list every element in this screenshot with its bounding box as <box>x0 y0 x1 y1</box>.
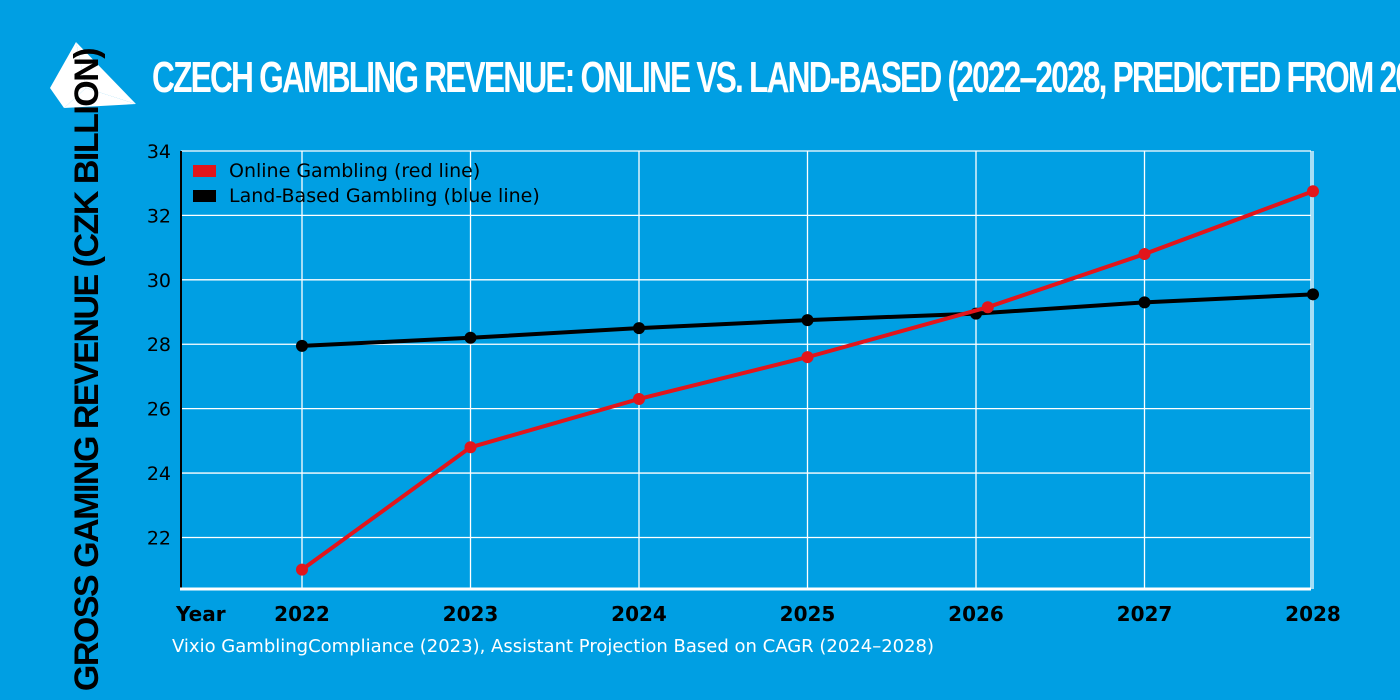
online-data-point <box>801 351 814 364</box>
y-axis-ticks: 22 24 26 28 30 32 34 <box>147 141 171 549</box>
source-note: Vixio GamblingCompliance (2023), Assista… <box>172 636 935 657</box>
online-data-point <box>981 301 994 314</box>
chart-series <box>296 185 1319 576</box>
x-tick-label: 2026 <box>948 602 1004 626</box>
chart-grid <box>181 150 1314 589</box>
land-based-data-point <box>1307 288 1319 301</box>
x-tick-label: 2025 <box>780 602 836 626</box>
x-axis-label: Year <box>175 602 226 626</box>
x-tick-label: 2027 <box>1117 602 1173 626</box>
land-based-data-point <box>296 339 308 352</box>
chart-legend: Online Gambling (red line) Land-Based Gam… <box>193 160 540 207</box>
online-data-point <box>633 392 645 405</box>
logo-icon <box>50 42 136 108</box>
y-tick-label: 30 <box>147 270 171 292</box>
land-based-legend-swatch <box>193 190 216 202</box>
x-tick-label: 2028 <box>1285 602 1341 626</box>
land-based-data-point <box>464 331 477 344</box>
y-axis-label: GROSS GAMING REVENUE (CZK BILLION) <box>68 49 106 691</box>
x-tick-label: 2023 <box>443 602 499 626</box>
land-based-legend-label: Land-Based Gambling (blue line) <box>229 185 540 207</box>
y-tick-label: 22 <box>147 527 171 549</box>
x-tick-label: 2022 <box>274 602 330 626</box>
land-based-data-point <box>633 322 645 335</box>
y-tick-label: 24 <box>147 463 171 485</box>
online-data-point <box>1138 248 1151 261</box>
land-based-data-point <box>1138 296 1151 309</box>
online-legend-label: Online Gambling (red line) <box>229 160 480 182</box>
land-based-data-point <box>801 314 814 327</box>
y-tick-label: 32 <box>147 205 171 227</box>
online-data-point <box>296 563 308 576</box>
y-tick-label: 28 <box>147 334 171 356</box>
x-axis-ticks: 2022 2023 2024 2025 2026 2027 2028 <box>274 602 1341 626</box>
online-data-point <box>464 441 477 454</box>
online-data-point <box>1307 185 1319 198</box>
x-tick-label: 2024 <box>611 602 667 626</box>
online-legend-swatch <box>193 165 216 177</box>
chart-axes <box>180 151 1311 591</box>
y-tick-label: 34 <box>147 141 171 163</box>
y-tick-label: 26 <box>147 399 171 421</box>
